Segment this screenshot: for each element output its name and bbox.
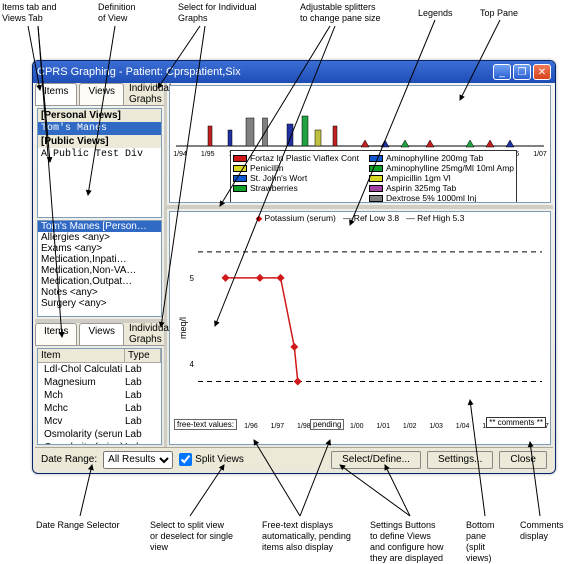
minimize-button[interactable]: _ <box>493 64 511 80</box>
close-app-button[interactable]: Close <box>499 451 547 469</box>
definition-item[interactable]: Exams <any> <box>38 243 161 254</box>
settings-button[interactable]: Settings... <box>427 451 493 469</box>
table-row[interactable]: Ldl-Chol CalculationLab <box>38 363 161 376</box>
callout-bottompane: Bottompane(splitviews) <box>466 520 512 564</box>
series-header: ◆ Potassium (serum) — Ref Low 3.8 — Ref … <box>170 213 550 224</box>
bottom-tabs: Items Views Individual Graphs <box>35 323 164 346</box>
callout-split: Select to split viewor deselect for sing… <box>150 520 250 553</box>
svg-text:1/04: 1/04 <box>456 423 470 430</box>
titlebar[interactable]: CPRS Graphing - Patient: Cprspatient,Six… <box>33 61 555 83</box>
ig-label-bottom: Individual Graphs <box>129 323 171 345</box>
close-button[interactable]: ✕ <box>533 64 551 80</box>
svg-text:1/07: 1/07 <box>533 151 547 158</box>
tab-views-bottom[interactable]: Views <box>79 323 124 345</box>
svg-text:1/97: 1/97 <box>271 423 285 430</box>
table-row[interactable]: Osmolarity (serum)Lab <box>38 428 161 441</box>
svg-text:4: 4 <box>190 360 195 369</box>
maximize-button[interactable]: ❐ <box>513 64 531 80</box>
callout-freetext: Free-text displaysautomatically, pending… <box>262 520 362 553</box>
split-views-label: Split Views <box>195 454 244 465</box>
ig-label-top: Individual Graphs <box>129 83 171 105</box>
svg-text:1/96: 1/96 <box>244 423 258 430</box>
top-tabs: Items Views Individual Graphs <box>35 83 164 106</box>
definition-item[interactable]: Surgery <any> <box>38 298 161 309</box>
svg-text:1/98: 1/98 <box>297 423 311 430</box>
freetext-label: free-text values: <box>174 419 237 430</box>
table-row[interactable]: MchLab <box>38 389 161 402</box>
callout-settings: Settings Buttonsto define Viewsand confi… <box>370 520 458 564</box>
bottom-pane-chart[interactable]: 451/941/951/961/971/981/991/001/011/021/… <box>169 211 551 445</box>
tab-views-top[interactable]: Views <box>79 83 124 105</box>
app-window: CPRS Graphing - Patient: Cprspatient,Six… <box>32 60 556 474</box>
callout-legends: Legends <box>418 8 453 19</box>
definition-title: Tom's Manes [Person… <box>38 221 161 232</box>
tab-items-bottom[interactable]: Items <box>35 323 77 345</box>
bottom-bar: Date Range: All Results Split Views Sele… <box>35 447 553 471</box>
svg-text:5: 5 <box>190 274 195 283</box>
view-item[interactable]: A Public Test Div <box>38 148 161 161</box>
date-range-label: Date Range: <box>41 454 97 465</box>
definition-item[interactable]: Medication,Inpati… <box>38 254 161 265</box>
date-range-select[interactable]: All Results <box>103 451 173 469</box>
table-row[interactable]: MchcLab <box>38 402 161 415</box>
table-row[interactable]: MagnesiumLab <box>38 376 161 389</box>
view-section-header: [Public Views] <box>38 135 161 148</box>
pending-label: pending <box>310 419 344 430</box>
definition-item[interactable]: Medication,Outpat… <box>38 276 161 287</box>
definition-item[interactable]: Medication,Non-VA… <box>38 265 161 276</box>
callout-toppane: Top Pane <box>480 8 518 19</box>
top-legend: Fortaz In Plastic Viaflex ContPenicillin… <box>230 150 517 203</box>
definition-list[interactable]: Tom's Manes [Person… Allergies <any> Exa… <box>37 220 162 317</box>
tab-items-top[interactable]: Items <box>35 83 77 105</box>
y-axis-label: meq/l <box>178 317 188 339</box>
window-title: CPRS Graphing - Patient: Cprspatient,Six <box>37 66 241 78</box>
select-define-button[interactable]: Select/Define... <box>331 451 421 469</box>
svg-text:1/95: 1/95 <box>201 151 215 158</box>
col-item[interactable]: Item <box>38 349 125 362</box>
callout-comments: Commentsdisplay <box>520 520 564 542</box>
views-list[interactable]: [Personal Views]Tom's Manes[Public Views… <box>37 108 162 218</box>
svg-text:1/94: 1/94 <box>173 151 187 158</box>
callout-select-ig: Select for IndividualGraphs <box>178 2 257 24</box>
callout-items-views: Items tab andViews Tab <box>2 2 72 24</box>
items-list[interactable]: Item Type Ldl-Chol CalculationLabMagnesi… <box>37 348 162 445</box>
definition-item[interactable]: Notes <any> <box>38 287 161 298</box>
table-row[interactable]: McvLab <box>38 415 161 428</box>
col-type[interactable]: Type <box>125 349 161 362</box>
svg-text:1/02: 1/02 <box>403 423 417 430</box>
comments-button[interactable]: ** comments ** <box>486 417 546 428</box>
view-item[interactable]: Tom's Manes <box>38 122 161 135</box>
top-pane-chart[interactable]: 1/941/951/961/971/981/991/001/011/021/03… <box>169 85 551 203</box>
svg-text:1/03: 1/03 <box>429 423 443 430</box>
callout-daterange: Date Range Selector <box>36 520 120 531</box>
callout-splitters: Adjustable splittersto change pane size <box>300 2 381 24</box>
table-row[interactable]: Osmolarity (urine)Lab <box>38 441 161 444</box>
svg-text:1/00: 1/00 <box>350 423 364 430</box>
svg-text:1/01: 1/01 <box>376 423 390 430</box>
definition-item[interactable]: Allergies <any> <box>38 232 161 243</box>
view-section-header: [Personal Views] <box>38 109 161 122</box>
split-views-checkbox[interactable] <box>179 453 192 466</box>
callout-definition: Definitionof View <box>98 2 136 24</box>
